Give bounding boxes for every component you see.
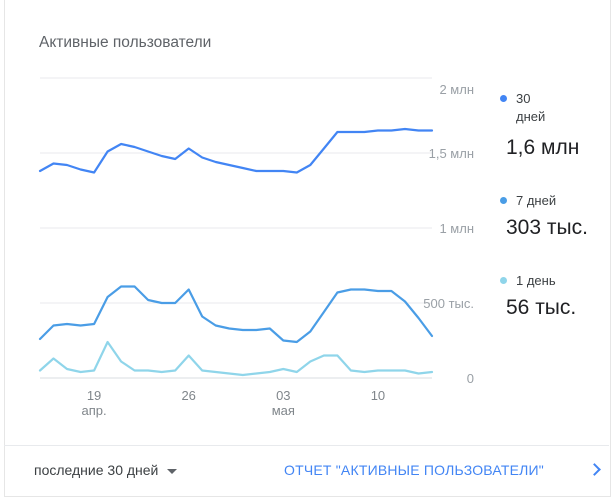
y-tick-label: 500 тыс. bbox=[423, 296, 474, 311]
x-tick-label: 26 bbox=[181, 388, 195, 403]
legend-value: 56 тыс. bbox=[506, 296, 577, 319]
x-tick-label: 19 bbox=[87, 388, 101, 403]
x-tick-label: 03 bbox=[276, 388, 290, 403]
caret-down-icon bbox=[167, 468, 178, 474]
legend-item: 7 дней 303 тыс. bbox=[500, 192, 588, 240]
legend-item: 30 дней 1,6 млн bbox=[500, 90, 579, 160]
card-title: Активные пользователи bbox=[39, 34, 212, 51]
series-line-1-день bbox=[38, 340, 434, 377]
legend-row: 7 дней bbox=[500, 192, 588, 210]
active-users-card: Активные пользователи bbox=[4, 0, 611, 497]
series-line-30-дней bbox=[38, 127, 434, 174]
legend-row: 30 дней bbox=[500, 90, 579, 126]
y-tick-label: 2 млн bbox=[439, 82, 474, 97]
series-line-7-дней bbox=[38, 285, 434, 344]
legend-label: 7 дней bbox=[516, 193, 557, 208]
date-range-dropdown[interactable]: последние 30 дней bbox=[34, 462, 178, 478]
y-tick-label: 1 млн bbox=[439, 221, 474, 236]
legend-row: 1 день bbox=[500, 272, 576, 290]
legend-value: 303 тыс. bbox=[506, 216, 588, 239]
legend-dot-icon bbox=[500, 197, 507, 204]
report-link[interactable]: ОТЧЕТ "АКТИВНЫЕ ПОЛЬЗОВАТЕЛИ" bbox=[284, 462, 544, 478]
date-range-label: последние 30 дней bbox=[34, 462, 159, 478]
y-tick-label: 1,5 млн bbox=[429, 146, 474, 161]
x-tick-label: 10 bbox=[371, 388, 385, 403]
legend-label: 30 дней bbox=[516, 91, 546, 124]
legend-item: 1 день 56 тыс. bbox=[500, 272, 576, 320]
footer-divider bbox=[4, 445, 609, 446]
x-tick-sublabel: апр. bbox=[82, 403, 107, 418]
y-tick-label: 0 bbox=[467, 371, 474, 386]
legend-dot-icon bbox=[500, 277, 507, 284]
legend-value: 1,6 млн bbox=[506, 136, 580, 159]
x-tick-sublabel: мая bbox=[272, 403, 295, 418]
legend-label: 1 день bbox=[516, 273, 556, 288]
legend-dot-icon bbox=[500, 95, 507, 102]
